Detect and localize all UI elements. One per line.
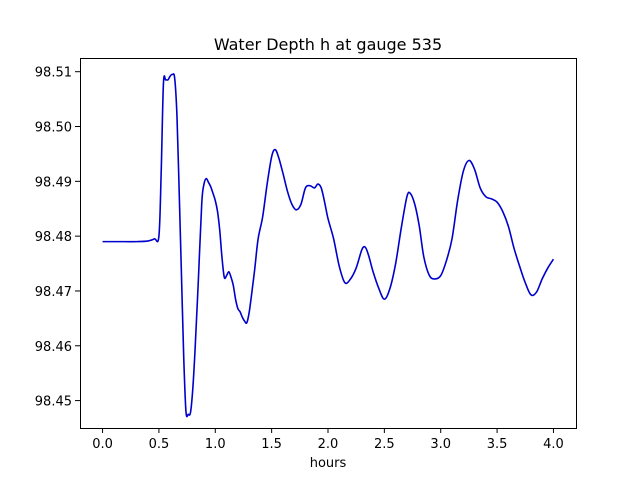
x-tick-label: 1.5 [261,437,282,452]
y-tick-label: 98.47 [35,285,72,300]
y-tick-label: 98.51 [35,66,72,81]
y-tick-label: 98.46 [35,340,72,355]
y-tick-label: 98.50 [35,121,72,136]
x-tick-label: 0.5 [149,437,170,452]
y-tick-label: 98.45 [35,395,72,410]
x-tick-label: 1.0 [205,437,226,452]
y-axis-ticks: 98.45 98.46 98.47 98.48 98.49 98.50 98.51 [35,66,80,410]
plot-frame [80,58,577,429]
x-tick-label: 4.0 [543,437,564,452]
x-tick-label: 2.5 [374,437,395,452]
x-axis-label: hours [310,456,347,471]
x-axis-ticks: 0.0 0.5 1.0 1.5 2.0 2.5 3.0 3.5 4.0 [92,428,564,452]
x-tick-label: 2.0 [318,437,339,452]
y-tick-label: 98.49 [35,175,72,190]
x-tick-label: 3.5 [487,437,508,452]
series-line-water-depth [102,73,555,418]
x-tick-label: 0.0 [92,437,113,452]
y-tick-label: 98.48 [35,230,72,245]
chart-title: Water Depth h at gauge 535 [214,35,442,54]
x-tick-label: 3.0 [430,437,451,452]
